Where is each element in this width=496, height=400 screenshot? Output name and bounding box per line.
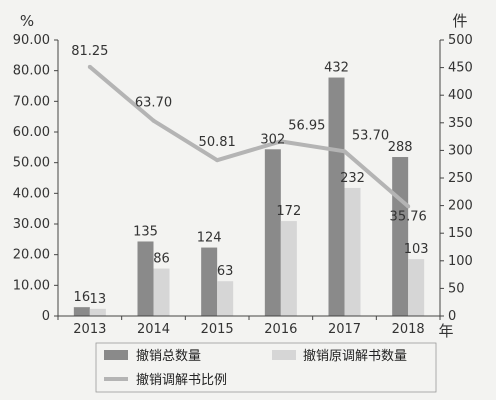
- left-tick-label: 40.00: [13, 186, 50, 201]
- bar-original-2015: [217, 281, 234, 316]
- ratio-point-2017: [342, 149, 347, 154]
- bar-original-2016: [280, 221, 297, 316]
- bar-total-2013: [73, 307, 90, 316]
- bar-original-2014: [153, 268, 170, 316]
- right-tick-label: 500: [448, 33, 473, 48]
- left-tick-label: 80.00: [13, 64, 50, 79]
- bar-original-2013: [89, 308, 106, 316]
- left-tick-label: 30.00: [13, 217, 50, 232]
- legend-label-ratio: 撤销调解书比例: [136, 372, 227, 388]
- right-tick-label: 200: [448, 199, 473, 214]
- label-original-2016: 172: [276, 204, 301, 219]
- left-tick-label: 90.00: [13, 33, 50, 48]
- ratio-label-2017: 53.70: [352, 128, 389, 143]
- label-total-2018: 288: [388, 140, 413, 155]
- right-tick-label: 100: [448, 254, 473, 269]
- legend: 撤销总数量 撤销原调解书数量 撤销调解书比例: [95, 342, 437, 393]
- label-original-2014: 86: [153, 252, 170, 267]
- left-tick-label: 20.00: [13, 248, 50, 263]
- data-labels: 16 135 124 302 432 288 13 86 63 172 232 103 81.25 63.…: [71, 44, 428, 307]
- label-total-2015: 124: [197, 231, 222, 246]
- label-total-2013: 16: [74, 290, 91, 305]
- axes: 0 10.00 20.00 30.00 40.00 50.00 60.00 70.00 80.0…: [13, 33, 473, 337]
- ratio-label-2014: 63.70: [135, 96, 172, 111]
- ratio-line: [88, 65, 410, 208]
- ratio-point-2016: [278, 139, 283, 144]
- right-tick-label: 400: [448, 88, 473, 103]
- left-tick-label: 10.00: [13, 278, 50, 293]
- x-tick-label-2014: 2014: [137, 322, 170, 337]
- ratio-line-series: [87, 64, 411, 209]
- legend-label-original: 撤销原调解书数量: [303, 348, 407, 364]
- bar-total-2015: [201, 247, 218, 316]
- right-tick-label: 350: [448, 116, 473, 131]
- bar-total-2018: [392, 157, 409, 316]
- x-tick-label-2017: 2017: [328, 322, 361, 337]
- bar-original-2018: [408, 259, 425, 316]
- left-tick-label: 0: [42, 309, 50, 324]
- label-original-2015: 63: [217, 264, 234, 279]
- label-total-2014: 135: [133, 224, 158, 239]
- left-tick-label: 70.00: [13, 94, 50, 109]
- left-tick-label: 50.00: [13, 156, 50, 171]
- ratio-label-2016: 56.95: [288, 118, 325, 133]
- ratio-label-2018: 35.76: [390, 209, 427, 224]
- right-tick-label: 50: [448, 281, 465, 296]
- right-tick-label: 0: [448, 309, 456, 324]
- label-original-2017: 232: [340, 171, 365, 186]
- bars: [73, 77, 425, 316]
- bar-total-2017: [328, 77, 345, 316]
- ratio-point-2018: [406, 204, 411, 209]
- ratio-label-2013: 81.25: [71, 44, 108, 59]
- x-axis-unit: 年: [438, 322, 453, 340]
- right-tick-label: 300: [448, 143, 473, 158]
- x-tick-label-2016: 2016: [264, 322, 297, 337]
- legend-label-total: 撤销总数量: [136, 348, 201, 364]
- label-total-2016: 302: [260, 132, 285, 147]
- label-original-2018: 103: [404, 242, 429, 257]
- ratio-point-2015: [215, 158, 220, 163]
- bar-original-2017: [344, 187, 361, 316]
- left-axis-unit: %: [20, 12, 34, 30]
- x-tick-label-2018: 2018: [392, 322, 425, 337]
- right-axis-unit: 件: [452, 12, 467, 30]
- x-tick-label-2013: 2013: [73, 322, 106, 337]
- label-original-2013: 13: [90, 292, 107, 307]
- legend-frame: [95, 342, 437, 393]
- left-tick-label: 60.00: [13, 125, 50, 140]
- legend-swatch-original: [272, 350, 296, 360]
- ratio-label-2015: 50.81: [199, 135, 236, 150]
- x-tick-label-2015: 2015: [201, 322, 234, 337]
- ratio-point-2013: [87, 64, 92, 69]
- right-tick-label: 250: [448, 171, 473, 186]
- legend-swatch-total: [104, 350, 128, 360]
- label-total-2017: 432: [324, 61, 349, 76]
- ratio-point-2014: [151, 118, 156, 123]
- right-tick-label: 450: [448, 61, 473, 76]
- right-tick-label: 150: [448, 226, 473, 241]
- bar-total-2016: [264, 149, 281, 316]
- bar-total-2014: [137, 241, 154, 316]
